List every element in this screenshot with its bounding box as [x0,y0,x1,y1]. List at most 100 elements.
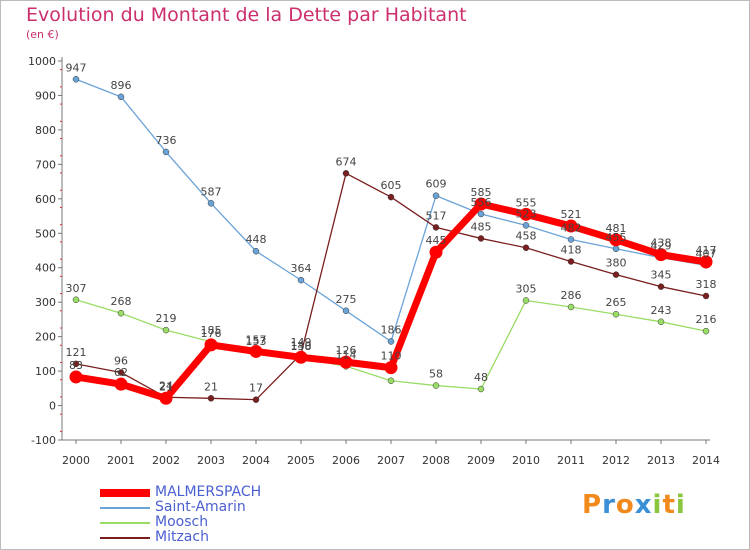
data-label-saint-amarin: 275 [336,293,357,306]
data-label-malmerspach: 481 [606,222,627,235]
data-label-saint-amarin: 407 [696,247,717,260]
data-label-moosch: 286 [561,289,582,302]
data-label-malmerspach: 176 [201,327,222,340]
data-label-moosch: 138 [291,340,312,353]
data-point-mitzach [522,244,530,251]
data-label-malmerspach: 555 [516,196,537,209]
data-label-saint-amarin: 482 [561,221,582,234]
logo-letter: i [675,490,686,520]
data-point-moosch [387,377,395,384]
data-label-saint-amarin: 364 [291,262,312,275]
data-label-mitzach: 485 [471,220,492,233]
data-point-moosch [117,309,125,317]
data-label-moosch: 185 [201,324,222,337]
legend-swatch-moosch [100,522,150,524]
data-label-moosch: 265 [606,296,627,309]
data-label-malmerspach: 445 [426,234,447,247]
data-label-moosch: 153 [246,335,267,348]
data-point-saint-amarin [387,338,395,345]
x-tick-label: 2013 [647,454,675,467]
chart-legend: MALMERSPACH Saint-Amarin Moosch Mitzach [100,484,320,546]
data-point-saint-amarin [207,200,215,207]
x-tick-label: 2005 [287,454,315,467]
data-point-moosch [612,310,620,318]
y-tick-label: 800 [35,124,56,137]
logo-letter: P [582,490,603,520]
data-point-saint-amarin [522,222,530,229]
data-point-moosch [702,327,710,335]
data-label-saint-amarin: 448 [246,233,267,246]
data-point-moosch [657,318,665,326]
data-label-mitzach: 345 [651,269,672,282]
y-tick-label: 700 [35,158,56,171]
data-label-mitzach: 17 [249,382,263,395]
data-point-mitzach [252,396,260,403]
data-point-malmerspach [384,361,398,375]
legend-swatch-mitzach [100,537,150,539]
x-tick-label: 2012 [602,454,630,467]
x-tick-label: 2008 [422,454,450,467]
x-tick-label: 2004 [242,454,270,467]
data-label-mitzach: 458 [516,230,537,243]
data-point-saint-amarin [432,192,440,199]
data-point-malmerspach [654,248,668,262]
y-tick-label: 0 [49,400,56,413]
x-tick-label: 2010 [512,454,540,467]
data-label-moosch: 307 [66,282,87,295]
legend-item-mitzach: Mitzach [100,529,320,546]
data-point-saint-amarin [567,236,575,243]
legend-label-moosch: Moosch [155,514,209,530]
data-label-malmerspach: 21 [159,380,173,393]
data-label-moosch: 58 [429,368,443,381]
data-label-saint-amarin: 186 [381,323,402,336]
legend-item-moosch: Moosch [100,514,320,531]
x-tick-label: 2002 [152,454,180,467]
data-label-malmerspach: 126 [336,344,357,357]
data-label-saint-amarin: 947 [66,61,87,74]
data-label-mitzach: 517 [426,209,447,222]
data-point-mitzach [702,292,710,300]
data-point-malmerspach [474,197,488,211]
data-point-malmerspach [429,245,443,259]
legend-swatch-saint-amarin [100,507,150,509]
x-tick-label: 2006 [332,454,360,467]
data-point-saint-amarin [72,76,80,83]
x-tick-label: 2001 [107,454,135,467]
data-label-mitzach: 380 [606,257,627,270]
data-label-moosch: 305 [516,282,537,295]
data-point-saint-amarin [342,307,350,315]
data-point-mitzach [207,395,215,402]
data-point-malmerspach [564,219,578,233]
data-point-saint-amarin [297,276,305,284]
data-point-moosch [72,296,80,304]
data-label-saint-amarin: 587 [201,185,222,198]
data-label-mitzach: 21 [204,380,218,393]
data-label-saint-amarin: 556 [471,196,492,209]
data-point-mitzach [72,360,80,368]
data-point-mitzach [567,258,575,265]
data-point-malmerspach [249,344,263,358]
data-label-moosch: 114 [336,348,357,361]
data-point-malmerspach [519,207,533,221]
y-tick-label: 500 [35,227,56,240]
logo-letter: i [652,490,663,520]
data-label-saint-amarin: 896 [111,79,132,92]
data-point-moosch [162,326,170,334]
data-label-malmerspach: 62 [114,366,128,379]
data-point-moosch [567,303,575,311]
data-point-mitzach [342,170,350,177]
data-label-saint-amarin: 523 [516,207,537,220]
data-label-moosch: 48 [474,371,488,384]
data-label-saint-amarin: 609 [426,178,447,191]
logo-letter: o [615,490,635,520]
data-point-saint-amarin [162,148,170,156]
y-tick-label: 900 [35,89,56,102]
data-point-malmerspach [339,355,353,369]
logo-letter: x [634,490,653,520]
data-label-mitzach: 121 [66,346,87,359]
chart-title: Evolution du Montant de la Dette par Hab… [26,4,467,26]
data-label-malmerspach: 110 [381,350,402,363]
legend-label-mitzach: Mitzach [155,529,209,545]
